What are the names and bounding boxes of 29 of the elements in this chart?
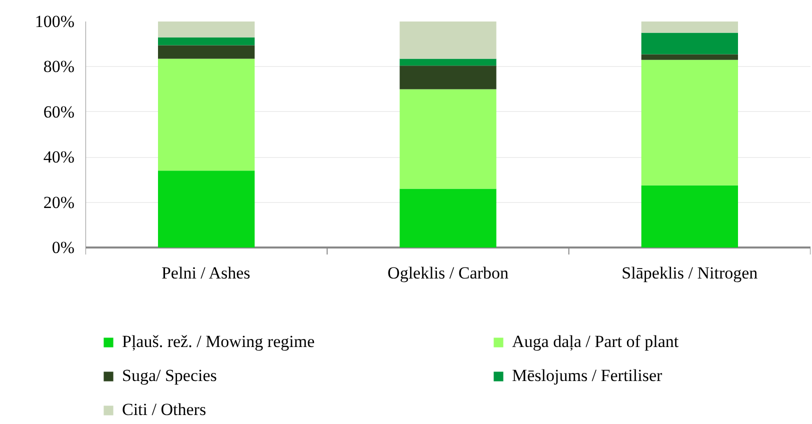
x-tick-label: Pelni / Ashes — [161, 264, 250, 282]
legend-label: Pļauš. rež. / Mowing regime — [122, 331, 316, 353]
bar — [158, 37, 255, 46]
bar — [400, 22, 496, 59]
y-tick-label: 80% — [43, 57, 75, 76]
bar — [641, 32, 738, 54]
x-tick-label: Slāpeklis / Nitrogen — [622, 264, 758, 282]
bar — [400, 188, 496, 248]
y-tick-label: 40% — [43, 148, 75, 167]
bar — [158, 58, 255, 171]
y-tick-label: 0% — [52, 238, 75, 257]
bar — [400, 89, 496, 189]
x-tick-label: Ogleklis / Carbon — [388, 264, 509, 282]
bar — [400, 66, 496, 90]
bar — [641, 22, 738, 33]
bar — [400, 58, 496, 66]
y-tick-label: 20% — [43, 192, 75, 212]
legend-label: Mēslojums / Fertiliser — [512, 365, 664, 387]
bar — [641, 60, 738, 186]
legend-label: Auga daļa / Part of plant — [512, 331, 680, 353]
legend-label: Suga/ Species — [122, 365, 218, 387]
bar — [158, 45, 255, 59]
y-tick-label: 60% — [43, 102, 75, 122]
bar — [158, 170, 255, 248]
y-tick-label: 100% — [34, 12, 75, 31]
bar — [158, 22, 255, 38]
legend-label: Citi / Others — [122, 399, 208, 421]
bar — [641, 185, 738, 248]
bar — [641, 54, 738, 60]
